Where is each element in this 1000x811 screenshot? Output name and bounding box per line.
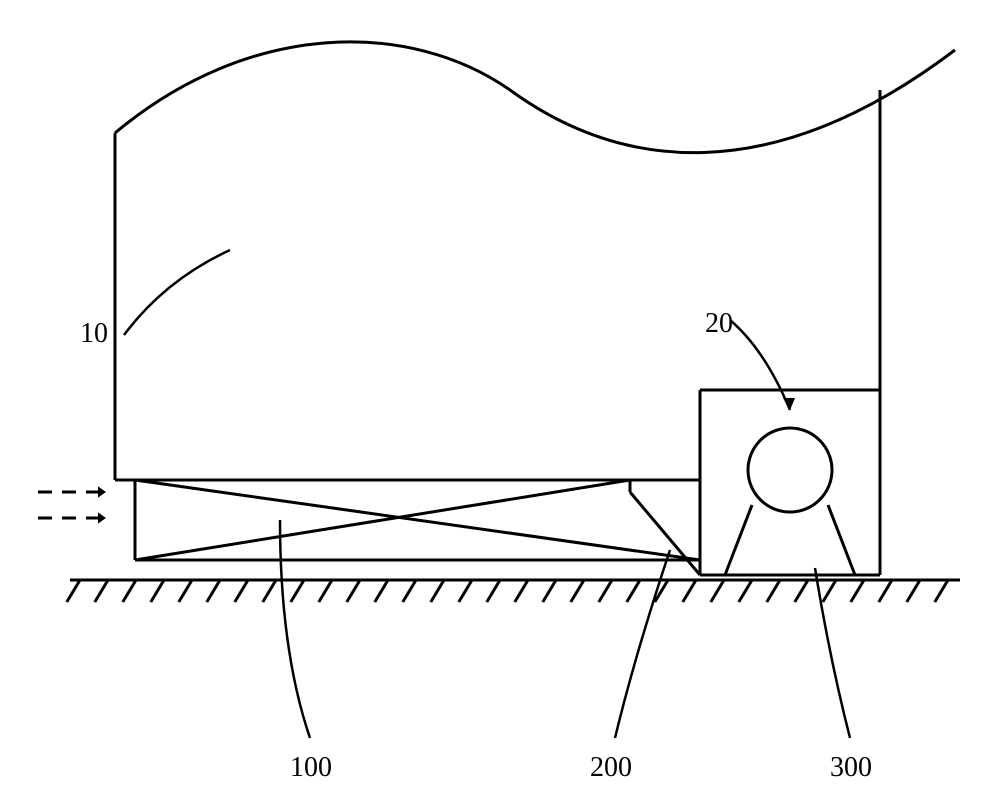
technical-diagram bbox=[0, 0, 1000, 811]
label-20: 20 bbox=[705, 308, 733, 340]
label-100: 100 bbox=[290, 752, 332, 784]
label-10: 10 bbox=[80, 318, 108, 350]
label-200: 200 bbox=[590, 752, 632, 784]
label-300: 300 bbox=[830, 752, 872, 784]
